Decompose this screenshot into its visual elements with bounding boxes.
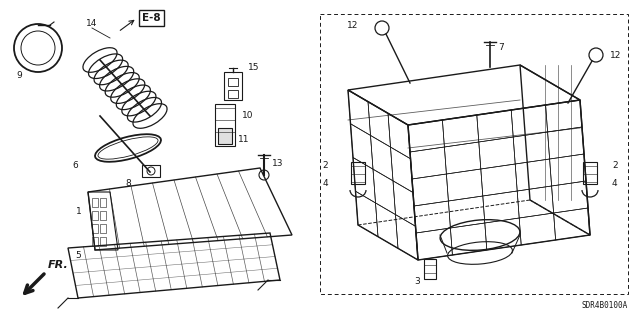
Bar	[100, 198, 106, 207]
Text: 4: 4	[612, 179, 618, 188]
Bar	[92, 198, 98, 207]
Bar	[92, 224, 98, 233]
Text: 1: 1	[76, 207, 82, 217]
Bar	[100, 224, 106, 233]
Text: 6: 6	[72, 160, 77, 169]
Bar	[424, 259, 436, 279]
Text: 10: 10	[242, 110, 253, 120]
Bar	[92, 237, 98, 246]
Bar	[100, 237, 106, 246]
Bar	[228, 90, 238, 98]
Bar	[100, 211, 106, 220]
Text: 15: 15	[248, 63, 259, 72]
Text: FR.: FR.	[48, 260, 68, 270]
Text: 9: 9	[16, 71, 22, 80]
Bar	[215, 104, 235, 146]
Bar	[92, 211, 98, 220]
Text: 14: 14	[86, 19, 97, 27]
Bar	[218, 128, 232, 144]
Text: 7: 7	[498, 43, 504, 53]
Text: 8: 8	[125, 180, 131, 189]
Text: 12: 12	[347, 20, 358, 29]
Text: SDR4B0100A: SDR4B0100A	[582, 301, 628, 310]
Text: 2: 2	[612, 160, 618, 169]
Bar	[228, 78, 238, 86]
Text: E-8: E-8	[142, 13, 161, 23]
Text: 2: 2	[323, 160, 328, 169]
Text: 3: 3	[414, 278, 420, 286]
Bar	[351, 162, 365, 184]
Bar	[142, 165, 160, 177]
Text: 13: 13	[272, 160, 284, 168]
Bar	[224, 72, 242, 100]
Text: 12: 12	[610, 50, 621, 60]
Text: 11: 11	[238, 136, 250, 145]
Text: 5: 5	[75, 251, 81, 261]
Text: 4: 4	[323, 179, 328, 188]
Bar	[320, 14, 628, 294]
Bar	[583, 162, 597, 184]
